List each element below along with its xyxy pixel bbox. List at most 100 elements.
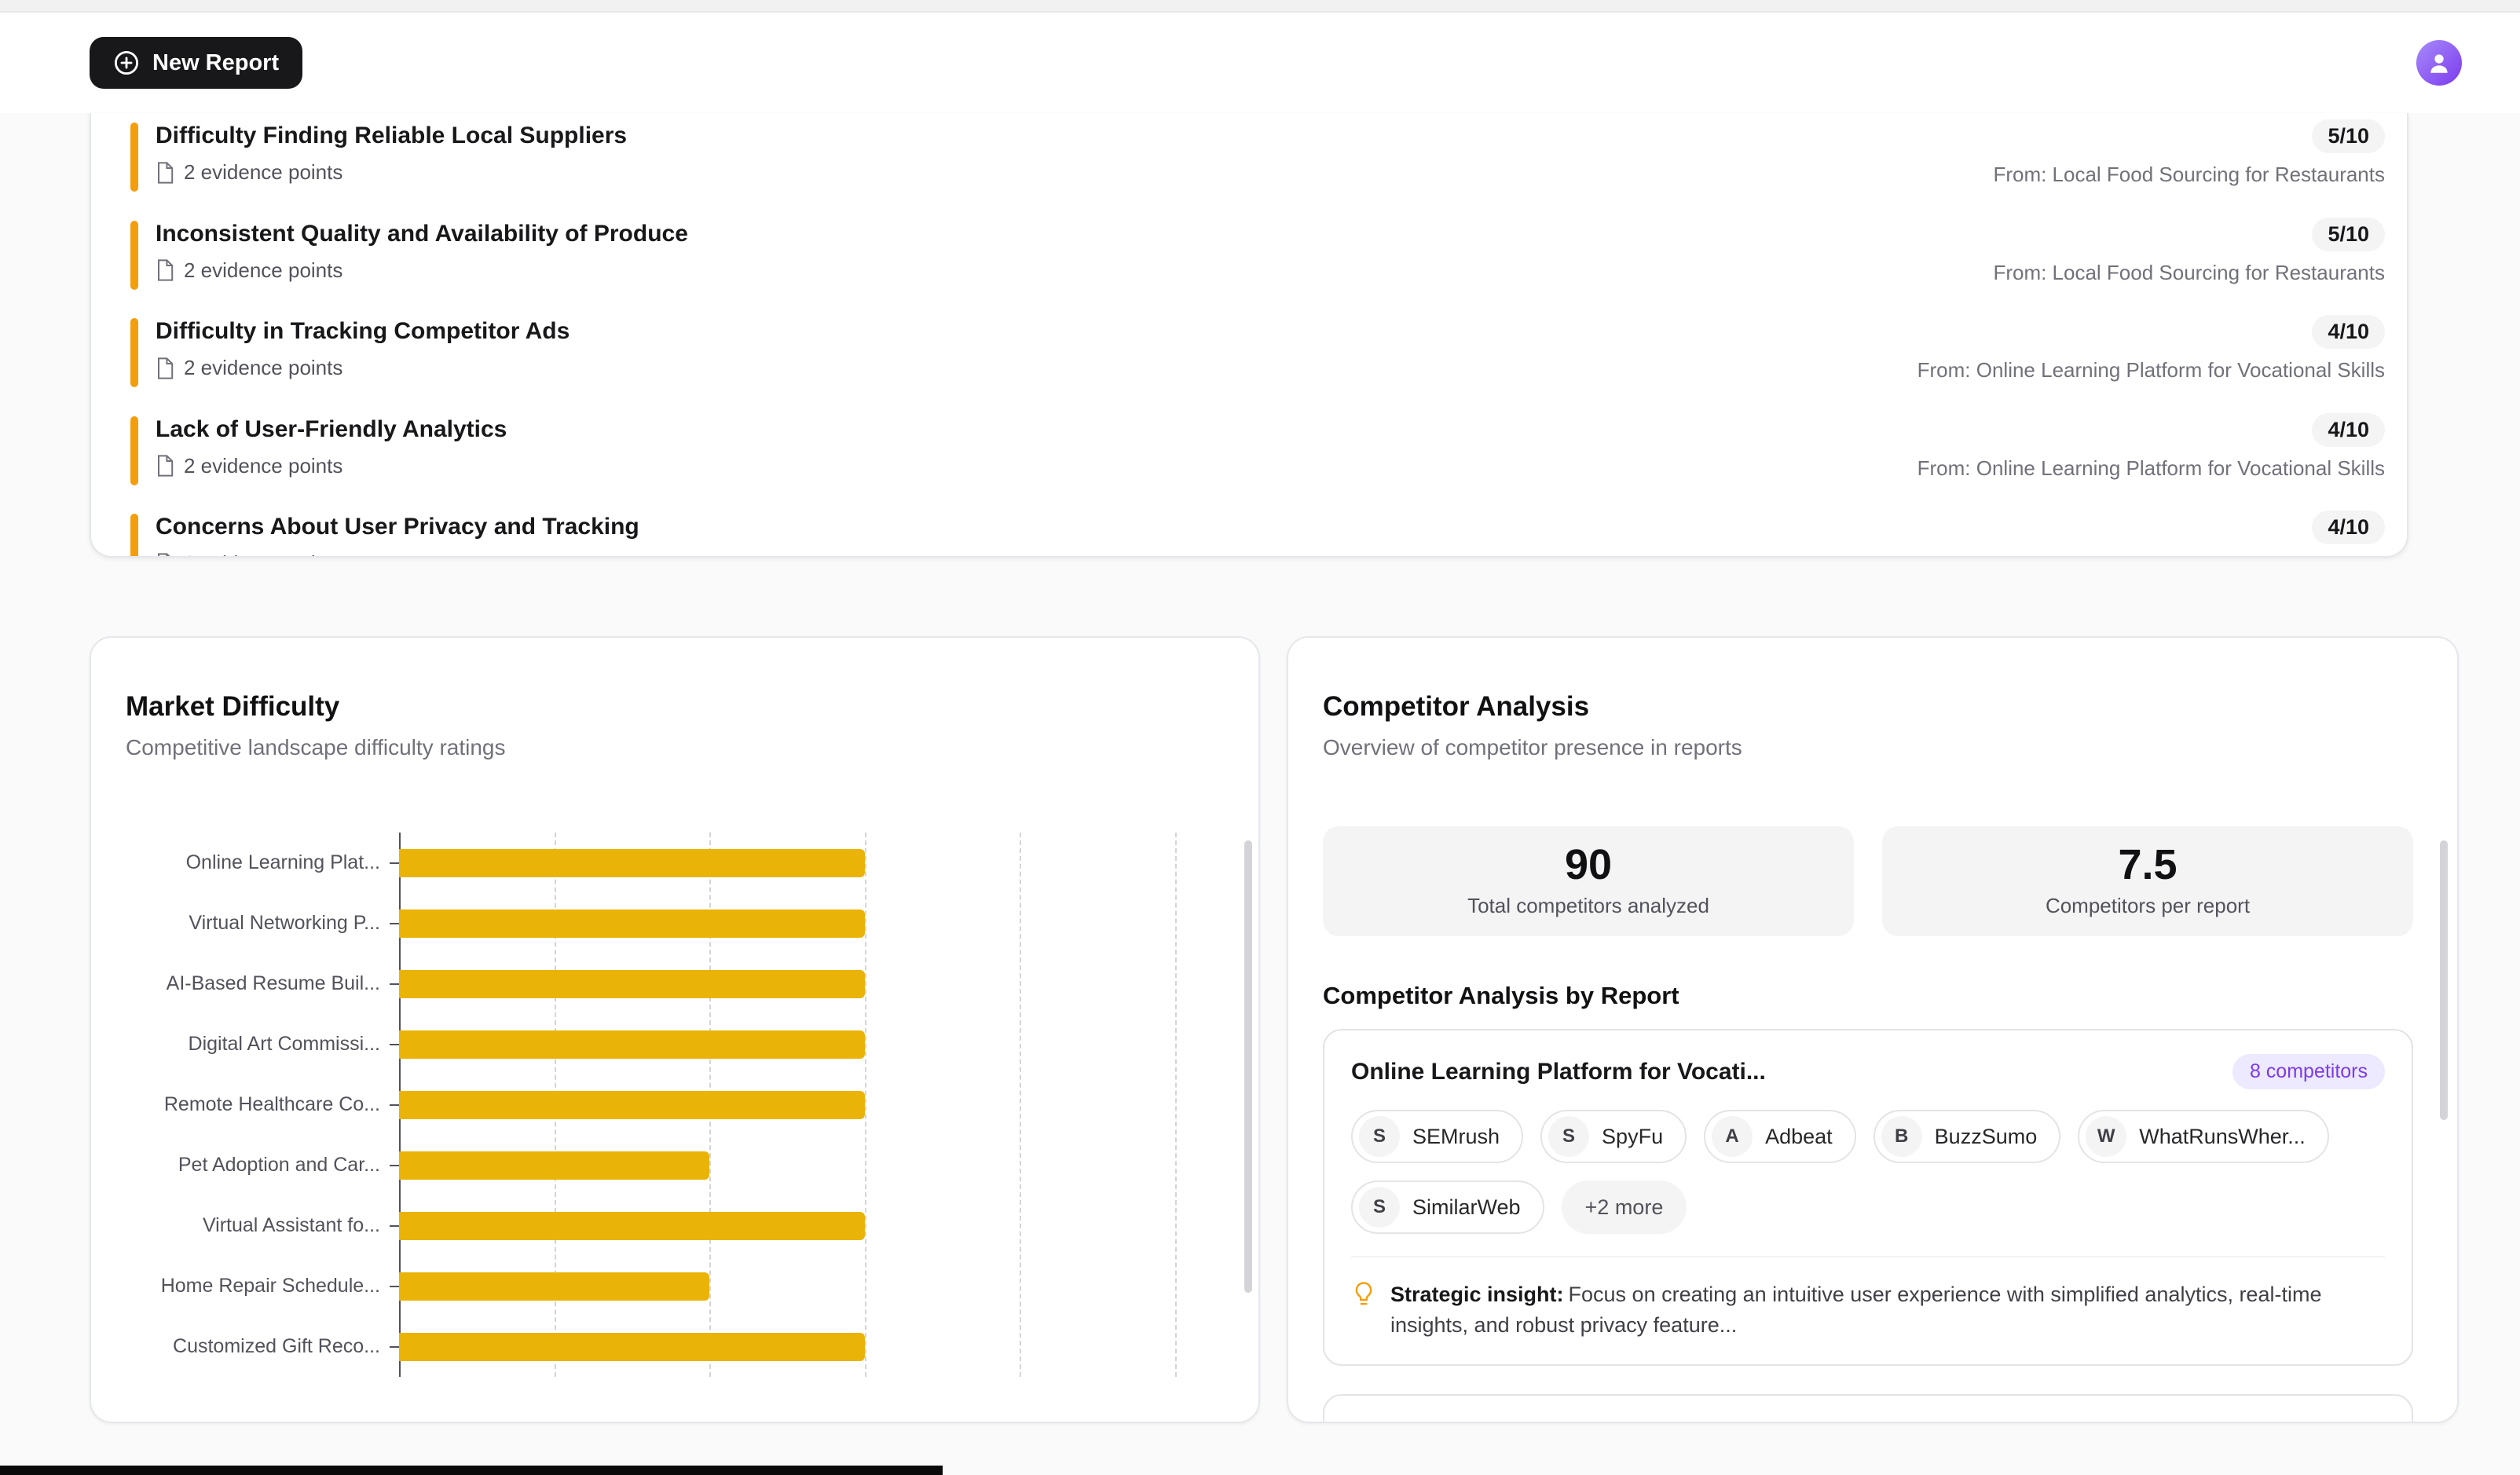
source-report: From: Local Food Sourcing for Restaurant…	[1993, 163, 2385, 186]
pain-point-title: Difficulty Finding Reliable Local Suppli…	[156, 123, 628, 148]
chart-row: Customized Gift Reco...	[126, 1316, 1175, 1377]
stat-competitors-per-report: 7.5 Competitors per report	[1882, 826, 2413, 936]
evidence-count: 2 evidence points	[184, 551, 342, 556]
pain-point-title: Inconsistent Quality and Availability of…	[156, 220, 688, 247]
document-icon	[156, 455, 174, 477]
pain-point-title: Concerns About User Privacy and Tracking	[156, 514, 639, 540]
score-badge: 4/10	[2312, 315, 2385, 350]
severity-accent-bar	[130, 220, 138, 290]
pain-point-row[interactable]: Concerns About User Privacy and Tracking…	[130, 511, 2385, 556]
chart-row: Virtual Networking P...	[126, 893, 1175, 953]
report-title: Online Learning Platform for Vocati...	[1351, 1058, 1766, 1085]
competitor-count-badge: 8 competitors	[2232, 1054, 2385, 1089]
stat-label: Competitors per report	[2045, 894, 2251, 917]
chart-row: Digital Art Commissi...	[126, 1014, 1175, 1074]
difficulty-bar	[399, 848, 865, 877]
lightbulb-icon	[1351, 1281, 1376, 1341]
competitor-initial: S	[1548, 1116, 1590, 1157]
difficulty-bar	[399, 1030, 865, 1059]
competitor-name: SimilarWeb	[1412, 1195, 1521, 1219]
score-badge: 4/10	[2312, 412, 2385, 447]
axis-tick	[390, 1285, 399, 1287]
evidence-count: 2 evidence points	[184, 160, 343, 184]
chart-row: Virtual Assistant fo...	[126, 1195, 1175, 1256]
competitor-card-scrollbar[interactable]	[2440, 840, 2448, 1120]
source-report: From: Online Learning Platform for Vocat…	[1917, 554, 2385, 556]
user-icon	[2426, 49, 2452, 76]
competitor-name: WhatRunsWher...	[2139, 1124, 2306, 1148]
pain-point-row[interactable]: Difficulty Finding Reliable Local Suppli…	[130, 119, 2385, 218]
source-report: From: Online Learning Platform for Vocat…	[1917, 456, 2385, 480]
chart-row: Home Repair Schedule...	[126, 1256, 1175, 1316]
top-strip	[0, 0, 2520, 13]
more-competitors-chip[interactable]: +2 more	[1561, 1180, 1687, 1234]
axis-tick	[390, 1104, 399, 1106]
axis-tick	[390, 983, 399, 985]
axis-tick	[390, 1345, 399, 1348]
pain-point-row[interactable]: Difficulty in Tracking Competitor Ads 2 …	[130, 315, 2385, 413]
evidence-count: 2 evidence points	[184, 356, 343, 380]
competitor-chip: W WhatRunsWher...	[2078, 1110, 2329, 1163]
document-icon	[156, 357, 174, 379]
competitor-chip: B BuzzSumo	[1873, 1110, 2061, 1163]
competitor-name: SpyFu	[1602, 1124, 1664, 1148]
chart-row: Online Learning Plat...	[126, 833, 1175, 893]
new-report-button[interactable]: New Report	[90, 37, 303, 89]
chart-row: AI-Based Resume Buil...	[126, 953, 1175, 1014]
pain-points-card: Difficulty Finding Reliable Local Suppli…	[90, 113, 2408, 558]
competitor-by-report-heading: Competitor Analysis by Report	[1323, 982, 1679, 1009]
competitor-analysis-subtitle: Overview of competitor presence in repor…	[1323, 735, 1742, 759]
difficulty-bar	[399, 1211, 865, 1240]
competitor-initial: B	[1881, 1116, 1922, 1157]
chart-category-label: Customized Gift Reco...	[173, 1335, 380, 1357]
competitor-analysis-title: Competitor Analysis	[1323, 691, 1590, 722]
chart-scrollbar[interactable]	[1244, 840, 1252, 1293]
competitor-chip: A Adbeat	[1704, 1110, 1856, 1163]
market-difficulty-card: Market Difficulty Competitive landscape …	[90, 636, 1260, 1423]
source-report: From: Online Learning Platform for Vocat…	[1917, 358, 2385, 382]
new-report-label: New Report	[152, 49, 280, 75]
header: New Report	[0, 13, 2520, 113]
user-avatar[interactable]	[2416, 40, 2462, 86]
competitor-initial: A	[1712, 1116, 1753, 1157]
insight-label: Strategic insight:	[1390, 1283, 1564, 1306]
difficulty-bar	[399, 1151, 710, 1180]
severity-accent-bar	[130, 514, 138, 556]
competitor-name: SEMrush	[1412, 1124, 1500, 1148]
difficulty-bar	[399, 1272, 710, 1301]
evidence-count: 2 evidence points	[184, 453, 343, 478]
bottom-dark-bar	[0, 1466, 943, 1475]
evidence-count: 2 evidence points	[184, 258, 343, 282]
document-icon	[156, 553, 174, 556]
score-badge: 4/10	[2312, 511, 2385, 545]
chart-row: Remote Healthcare Co...	[126, 1074, 1175, 1135]
stats-row: 90 Total competitors analyzed 7.5 Compet…	[1323, 826, 2413, 936]
stat-value: 7.5	[2118, 841, 2178, 888]
pain-point-title: Lack of User-Friendly Analytics	[156, 415, 507, 442]
score-badge: 5/10	[2312, 119, 2385, 153]
difficulty-bar	[399, 969, 865, 998]
pain-point-title: Difficulty in Tracking Competitor Ads	[156, 318, 570, 345]
chart-category-label: Online Learning Plat...	[185, 851, 380, 873]
market-difficulty-subtitle: Competitive landscape difficulty ratings	[126, 735, 506, 759]
pain-points-list: Difficulty Finding Reliable Local Suppli…	[91, 113, 2407, 556]
insight-body: Focus on creating an intuitive user expe…	[1390, 1283, 2322, 1338]
report-competitor-box: Online Learning Platform for Vocati... 8…	[1323, 1029, 2413, 1367]
chart-category-label: AI-Based Resume Buil...	[166, 972, 380, 994]
market-difficulty-title: Market Difficulty	[126, 691, 340, 722]
competitor-analysis-card: Competitor Analysis Overview of competit…	[1287, 636, 2459, 1423]
competitor-chip: S SpyFu	[1540, 1110, 1687, 1163]
pain-point-row[interactable]: Inconsistent Quality and Availability of…	[130, 217, 2385, 316]
pain-point-row[interactable]: Lack of User-Friendly Analytics 2 eviden…	[130, 412, 2385, 511]
axis-tick	[390, 1224, 399, 1227]
severity-accent-bar	[130, 123, 138, 192]
difficulty-bar-chart: Online Learning Plat... Virtual Networki…	[126, 833, 1177, 1377]
axis-tick	[390, 922, 399, 924]
competitor-name: BuzzSumo	[1934, 1124, 2038, 1148]
chart-category-label: Home Repair Schedule...	[160, 1275, 380, 1297]
chart-row: Pet Adoption and Car...	[126, 1135, 1175, 1195]
score-badge: 5/10	[2312, 217, 2385, 251]
chart-category-label: Virtual Networking P...	[189, 912, 380, 934]
insight-text: Strategic insight: Focus on creating an i…	[1390, 1279, 2364, 1341]
